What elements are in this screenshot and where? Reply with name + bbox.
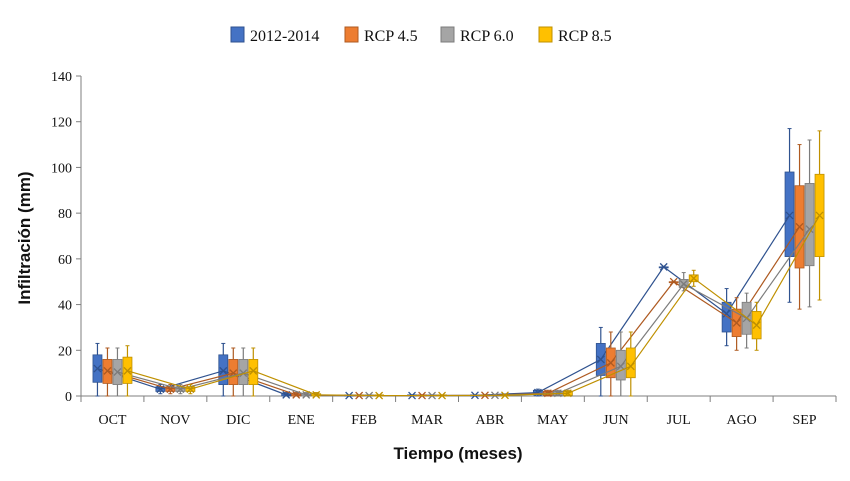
legend-swatch [538, 26, 553, 43]
legend-label: RCP 6.0 [460, 28, 514, 45]
x-tick-label: AGO [726, 413, 756, 428]
mean-marker [722, 309, 731, 318]
mean-marker [815, 211, 824, 220]
mean-line [97, 215, 791, 397]
x-tick-label: MAR [411, 413, 444, 428]
y-tick-label: 120 [51, 116, 72, 131]
box [228, 359, 239, 385]
x-tick-label: JUN [603, 413, 629, 428]
mean-marker [186, 385, 195, 394]
y-tick-label: 20 [58, 344, 72, 359]
x-tick-label: JUL [667, 413, 691, 428]
plot-area: 0 20 40 60 80 100 120 140 OCT NOV DIC ENE FEB MAR ABR M… [51, 70, 837, 428]
series-1 [102, 144, 805, 400]
x-tick-label: OCT [98, 413, 126, 428]
series-2 [112, 139, 815, 400]
mean-marker [563, 389, 572, 398]
mean-marker [249, 366, 258, 375]
x-tick-label: ABR [476, 413, 505, 428]
mean-marker [785, 211, 794, 220]
legend-swatch [440, 26, 455, 43]
mean-marker [219, 366, 228, 375]
mean-line [107, 226, 801, 397]
mean-marker [375, 391, 384, 400]
x-axis-title: Tiempo (meses) [393, 444, 522, 463]
y-tick-label: 0 [65, 390, 72, 405]
box [804, 183, 815, 267]
x-tick-label: SEP [792, 413, 816, 428]
mean-marker [626, 362, 635, 371]
x-tick-label: ENE [288, 413, 315, 428]
axes: Infiltración (mm) Tiempo (meses) [15, 171, 523, 463]
legend-label: RCP 4.5 [364, 28, 418, 45]
mean-marker [93, 364, 102, 373]
mean-marker [500, 391, 509, 400]
mean-marker [596, 355, 605, 364]
box [784, 171, 795, 257]
mean-marker [795, 222, 804, 231]
mean-line [127, 215, 821, 397]
y-axis-title: Infiltración (mm) [15, 171, 34, 304]
mean-marker [438, 391, 447, 400]
legend-swatch [230, 26, 245, 43]
y-tick-label: 60 [58, 253, 72, 268]
y-tick-label: 80 [58, 207, 72, 222]
mean-marker [732, 318, 741, 327]
legend-label: RCP 8.5 [558, 28, 612, 45]
mean-marker [103, 366, 112, 375]
box [615, 349, 626, 381]
legend-swatch [344, 26, 359, 43]
series-0 [92, 128, 795, 400]
mean-marker [606, 358, 615, 367]
y-tick-label: 40 [58, 299, 72, 314]
mean-marker [752, 321, 761, 330]
mean-marker [113, 368, 122, 376]
mean-marker [616, 362, 625, 371]
y-tick-label: 140 [51, 70, 72, 85]
x-tick-label: FEB [351, 413, 377, 428]
legend-label: 2012-2014 [250, 28, 319, 45]
mean-marker [679, 280, 688, 288]
y-tick-label: 100 [51, 161, 72, 176]
x-tick-label: NOV [160, 413, 190, 428]
x-tick-label: MAY [537, 413, 568, 428]
series-3 [122, 130, 825, 400]
x-tick-label: DIC [226, 413, 250, 428]
box [218, 354, 229, 385]
mean-marker [659, 262, 668, 271]
mean-marker [123, 366, 132, 375]
mean-marker [669, 277, 678, 286]
box [238, 359, 249, 385]
mean-marker [689, 274, 698, 283]
legend: 2012-2014 RCP 4.5 RCP 6.0 RCP 8.5 [230, 26, 612, 45]
mean-marker [805, 225, 814, 234]
mean-marker [312, 390, 321, 399]
box [625, 347, 636, 379]
